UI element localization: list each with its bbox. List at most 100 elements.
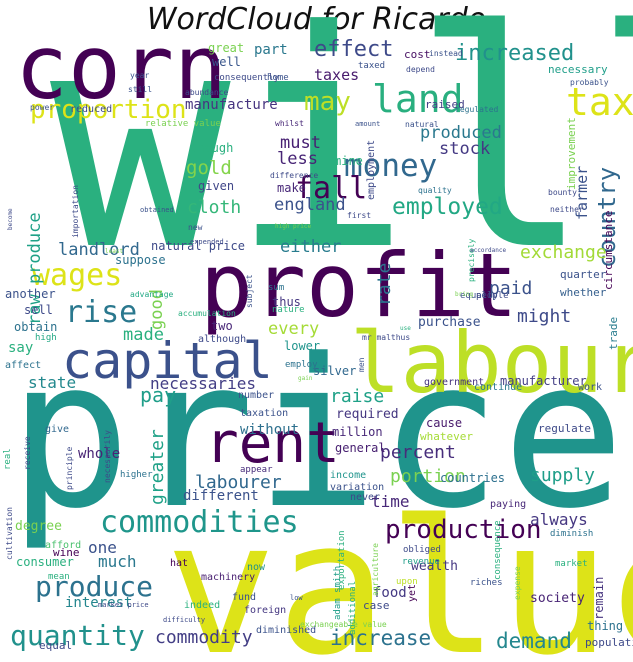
cloud-word: percent bbox=[380, 442, 456, 463]
page-title: WordCloud for Ricardo bbox=[146, 2, 487, 37]
cloud-word: whether bbox=[560, 286, 607, 299]
cloud-word: mr malthus bbox=[362, 333, 410, 342]
cloud-word: paid bbox=[489, 278, 532, 299]
cloud-word: land bbox=[372, 77, 464, 121]
cloud-word: money bbox=[344, 148, 437, 184]
cloud-word: manufacturer bbox=[500, 374, 587, 388]
cloud-word: always bbox=[530, 510, 588, 529]
cloud-word: yet bbox=[407, 584, 418, 602]
cloud-word: exchange bbox=[520, 242, 607, 263]
cloud-word: machinery bbox=[201, 572, 255, 583]
cloud-word: made bbox=[123, 325, 164, 345]
cloud-word: high price bbox=[275, 223, 312, 230]
cloud-word: exchangeable value bbox=[300, 620, 387, 629]
cloud-word: consumer bbox=[16, 555, 74, 569]
cloud-word: precisely bbox=[467, 238, 476, 282]
cloud-word: now bbox=[247, 562, 266, 573]
cloud-word: quarter bbox=[560, 268, 607, 281]
cloud-word: diminished bbox=[256, 625, 316, 636]
cloud-word: obliged bbox=[403, 545, 441, 555]
cloud-word: difference bbox=[270, 171, 318, 180]
cloud-word: tax bbox=[566, 80, 633, 124]
cloud-word: england bbox=[274, 195, 346, 215]
cloud-word: low bbox=[290, 594, 303, 602]
cloud-word: rise bbox=[65, 295, 137, 330]
cloud-word: population bbox=[585, 636, 633, 649]
cloud-word: production bbox=[385, 515, 542, 545]
cloud-word: importation bbox=[71, 185, 80, 238]
cloud-word: make bbox=[277, 181, 306, 195]
cloud-word: labour bbox=[350, 314, 633, 412]
cloud-word: quality bbox=[418, 186, 452, 195]
cloud-word: necessarily bbox=[103, 430, 112, 483]
cloud-word: whole bbox=[78, 446, 120, 462]
cloud-word: foreign bbox=[244, 605, 286, 616]
cloud-word: taxed bbox=[358, 61, 385, 71]
cloud-word: much bbox=[98, 552, 137, 571]
cloud-word: necessaries bbox=[150, 374, 256, 393]
cloud-word: adam smith bbox=[333, 566, 343, 620]
cloud-word: produce bbox=[35, 570, 153, 603]
cloud-word: reduced bbox=[70, 104, 112, 115]
cloud-word: labourer bbox=[195, 472, 282, 493]
cloud-word: agriculture bbox=[371, 543, 380, 596]
cloud-word: still bbox=[128, 85, 152, 94]
cloud-word: employ bbox=[285, 360, 318, 370]
cloud-word: abundance bbox=[185, 88, 229, 97]
cloud-word: purchase bbox=[418, 315, 481, 330]
cloud-word: demand bbox=[496, 629, 572, 653]
cloud-word: higher bbox=[120, 470, 153, 480]
cloud-word: instead bbox=[429, 49, 463, 58]
cloud-word: raw produce bbox=[25, 212, 45, 325]
cloud-word: year bbox=[130, 71, 149, 80]
cloud-word: riches bbox=[470, 578, 503, 588]
cloud-word: cultivation bbox=[5, 507, 14, 560]
cloud-word: will bbox=[50, 0, 633, 316]
cloud-word: degree bbox=[15, 519, 62, 534]
cloud-word: sell bbox=[24, 303, 53, 317]
cloud-word: profit bbox=[200, 234, 518, 337]
cloud-word: trade bbox=[607, 317, 620, 350]
cloud-word: accordance bbox=[470, 247, 507, 254]
cloud-word: produced bbox=[420, 123, 502, 143]
cloud-word: bounty bbox=[548, 188, 577, 197]
cloud-word: difficulty bbox=[163, 616, 205, 624]
cloud-word: part bbox=[254, 42, 288, 58]
cloud-word: home bbox=[267, 73, 289, 83]
cloud-word: expended bbox=[190, 238, 224, 246]
cloud-word: additional bbox=[348, 581, 358, 635]
cloud-word: depend bbox=[406, 65, 435, 74]
cloud-word: rate bbox=[374, 263, 395, 306]
cloud-word: good bbox=[147, 289, 167, 330]
cloud-word: appear bbox=[240, 465, 273, 475]
cloud-word: cloth bbox=[187, 197, 241, 218]
cloud-word: market bbox=[555, 559, 588, 569]
cloud-word: countries bbox=[440, 471, 505, 485]
cloud-word: obtain bbox=[14, 320, 57, 334]
cloud-word: work bbox=[578, 382, 602, 393]
cloud-word: supply bbox=[530, 465, 595, 486]
cloud-word: obtained bbox=[140, 206, 174, 214]
cloud-word: case bbox=[363, 599, 390, 612]
cloud-word: food bbox=[373, 585, 407, 601]
cloud-word: employment bbox=[366, 140, 377, 200]
cloud-word: less bbox=[277, 149, 318, 169]
cloud-word: might bbox=[517, 306, 571, 327]
cloud-word: necessary bbox=[548, 63, 608, 76]
cloud-word: high bbox=[35, 333, 57, 343]
cloud-word: manufacture bbox=[185, 97, 278, 113]
cloud-word: landlord bbox=[58, 240, 140, 260]
cloud-word: revenue bbox=[402, 557, 440, 567]
cloud-word: neither bbox=[550, 205, 584, 214]
cloud-word: paying bbox=[490, 499, 526, 510]
cloud-word: well bbox=[212, 55, 241, 69]
cloud-word: receive bbox=[23, 436, 32, 470]
cloud-word: become bbox=[7, 208, 14, 230]
cloud-word: effect bbox=[314, 37, 393, 62]
cloud-word: use bbox=[400, 325, 411, 332]
cloud-word: although bbox=[198, 334, 246, 345]
cloud-word: mean bbox=[48, 572, 70, 582]
cloud-word: greater bbox=[147, 429, 168, 505]
cloud-word: increase bbox=[330, 626, 431, 650]
cloud-word: number bbox=[238, 390, 274, 401]
